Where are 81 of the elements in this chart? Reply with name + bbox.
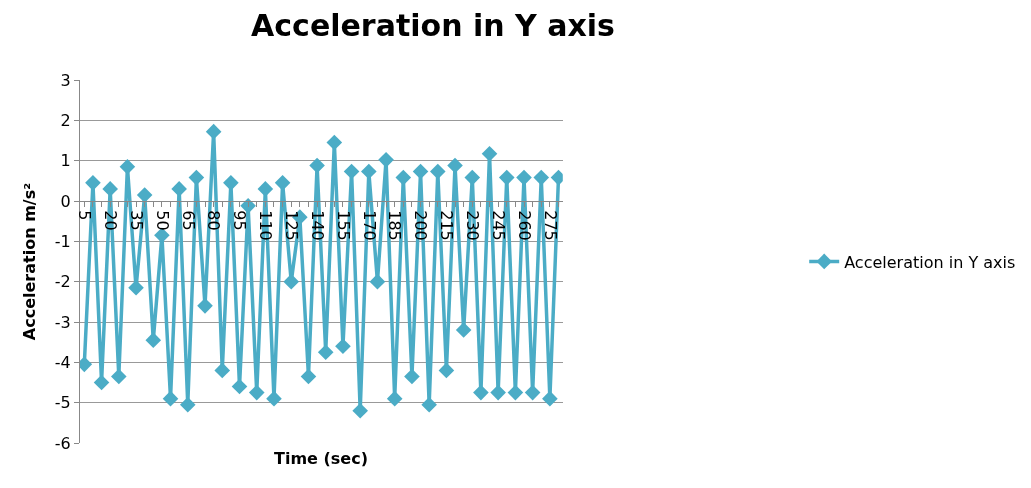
chart-title: Acceleration in Y axis <box>251 7 615 43</box>
x-tick-label: 65 <box>178 210 198 231</box>
x-tick-label: 20 <box>100 210 120 231</box>
point <box>136 187 153 203</box>
y-tick-label: 0 <box>60 191 71 211</box>
point <box>429 163 446 180</box>
point <box>438 362 455 379</box>
point <box>473 384 489 401</box>
x-tick-label: 170 <box>359 210 379 241</box>
point <box>111 368 127 385</box>
point <box>85 175 101 191</box>
point <box>248 384 265 401</box>
y-tick-label: -1 <box>54 231 71 251</box>
point <box>309 157 325 174</box>
point <box>326 134 343 151</box>
y-tick-label: 1 <box>60 151 71 171</box>
point <box>524 384 541 401</box>
x-axis-title: Time (sec) <box>274 449 368 468</box>
x-tick-label: 245 <box>488 210 508 241</box>
point <box>188 169 205 186</box>
point <box>498 169 515 186</box>
point <box>343 163 360 180</box>
point <box>481 146 498 162</box>
y-tick-label: -5 <box>54 393 71 413</box>
y-tick-label: 2 <box>60 110 71 130</box>
y-tick-label: -4 <box>54 352 71 372</box>
x-tick-label: 125 <box>282 210 302 241</box>
point <box>412 163 429 180</box>
point <box>257 181 274 197</box>
point <box>317 344 334 361</box>
point <box>395 169 412 186</box>
point <box>119 158 136 175</box>
x-tick-label: 80 <box>204 210 224 231</box>
point <box>421 396 437 413</box>
point <box>386 390 403 407</box>
x-tick-label: 35 <box>126 210 146 231</box>
x-tick-label: 50 <box>152 210 172 231</box>
x-tick-label: 260 <box>514 210 534 241</box>
point <box>447 157 463 174</box>
point <box>162 390 179 407</box>
x-tick-label: 110 <box>256 210 276 241</box>
point <box>197 298 213 314</box>
point <box>335 338 351 354</box>
y-tick-label: 3 <box>60 70 71 90</box>
point <box>352 402 368 419</box>
x-tick-label: 275 <box>540 210 560 241</box>
y-tick-label: -3 <box>54 312 71 332</box>
point <box>179 396 196 413</box>
point <box>300 368 317 385</box>
point <box>223 175 239 191</box>
point <box>274 175 291 191</box>
x-tick-label: 185 <box>385 210 405 241</box>
y-axis-title: Acceleration m/s² <box>19 182 39 341</box>
point <box>145 332 162 348</box>
point <box>361 163 377 180</box>
point <box>205 123 222 140</box>
point <box>404 368 420 385</box>
point <box>455 322 472 338</box>
point <box>231 378 248 395</box>
legend-label: Acceleration in Y axis <box>844 252 1016 272</box>
point <box>490 384 506 401</box>
point <box>93 374 110 391</box>
point <box>102 181 118 197</box>
point <box>533 169 550 186</box>
point <box>214 362 231 379</box>
point <box>171 181 187 197</box>
point <box>507 384 524 401</box>
y-tick-label: -2 <box>54 272 71 292</box>
x-tick-label: 215 <box>437 210 457 241</box>
x-tick-label: 95 <box>230 210 250 231</box>
x-tick-label: 140 <box>307 210 327 241</box>
x-tick-label: 230 <box>463 210 483 241</box>
point <box>464 169 481 186</box>
point <box>516 169 532 186</box>
point <box>378 152 394 168</box>
y-tick-label: -6 <box>54 433 71 453</box>
point <box>542 390 558 407</box>
x-tick-label: 155 <box>333 210 353 241</box>
x-tick-label: 200 <box>411 210 431 241</box>
point <box>369 273 386 290</box>
x-tick-label: 5 <box>75 210 95 221</box>
